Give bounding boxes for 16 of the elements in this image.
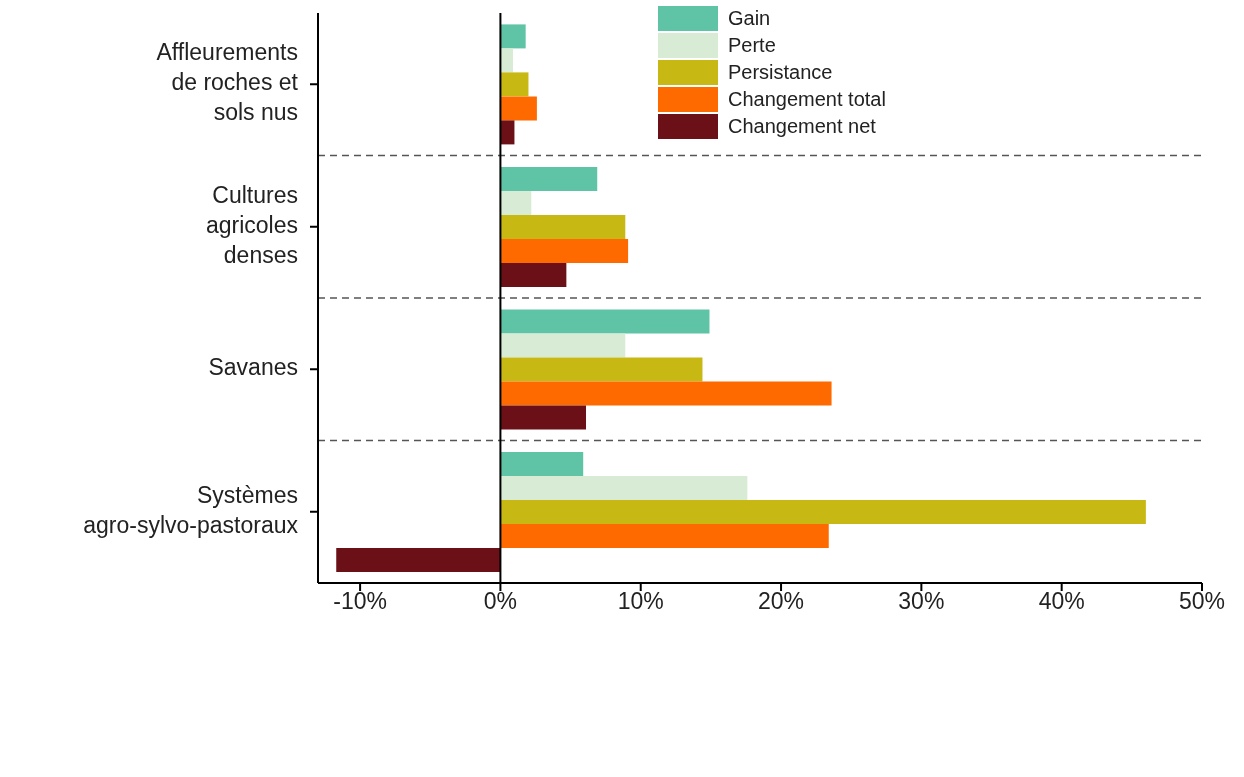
y-tick-label: Savanes [208, 354, 298, 381]
x-tick-label: 50% [1178, 588, 1226, 615]
x-tick-label: 40% [1038, 588, 1085, 615]
x-tick-label: -10% [333, 588, 387, 615]
x-tick-label: 20% [758, 588, 805, 615]
x-tick-label: 0% [483, 588, 518, 615]
legend-label: Gain [728, 7, 771, 30]
legend-label: Perte [728, 34, 776, 57]
y-tick-label: Cultures agricoles denses [205, 181, 298, 268]
legend-label: Changement total [728, 88, 886, 111]
y-tick-label: Systèmes agro-sylvo-pastoraux [83, 481, 299, 538]
legend-label: Persistance [728, 61, 833, 84]
x-tick-label: 10% [617, 588, 664, 615]
y-tick-label: Affleurements de roches et sols nus [156, 39, 299, 126]
legend-label: Changement net [728, 115, 876, 138]
x-tick-label: 30% [898, 588, 945, 615]
